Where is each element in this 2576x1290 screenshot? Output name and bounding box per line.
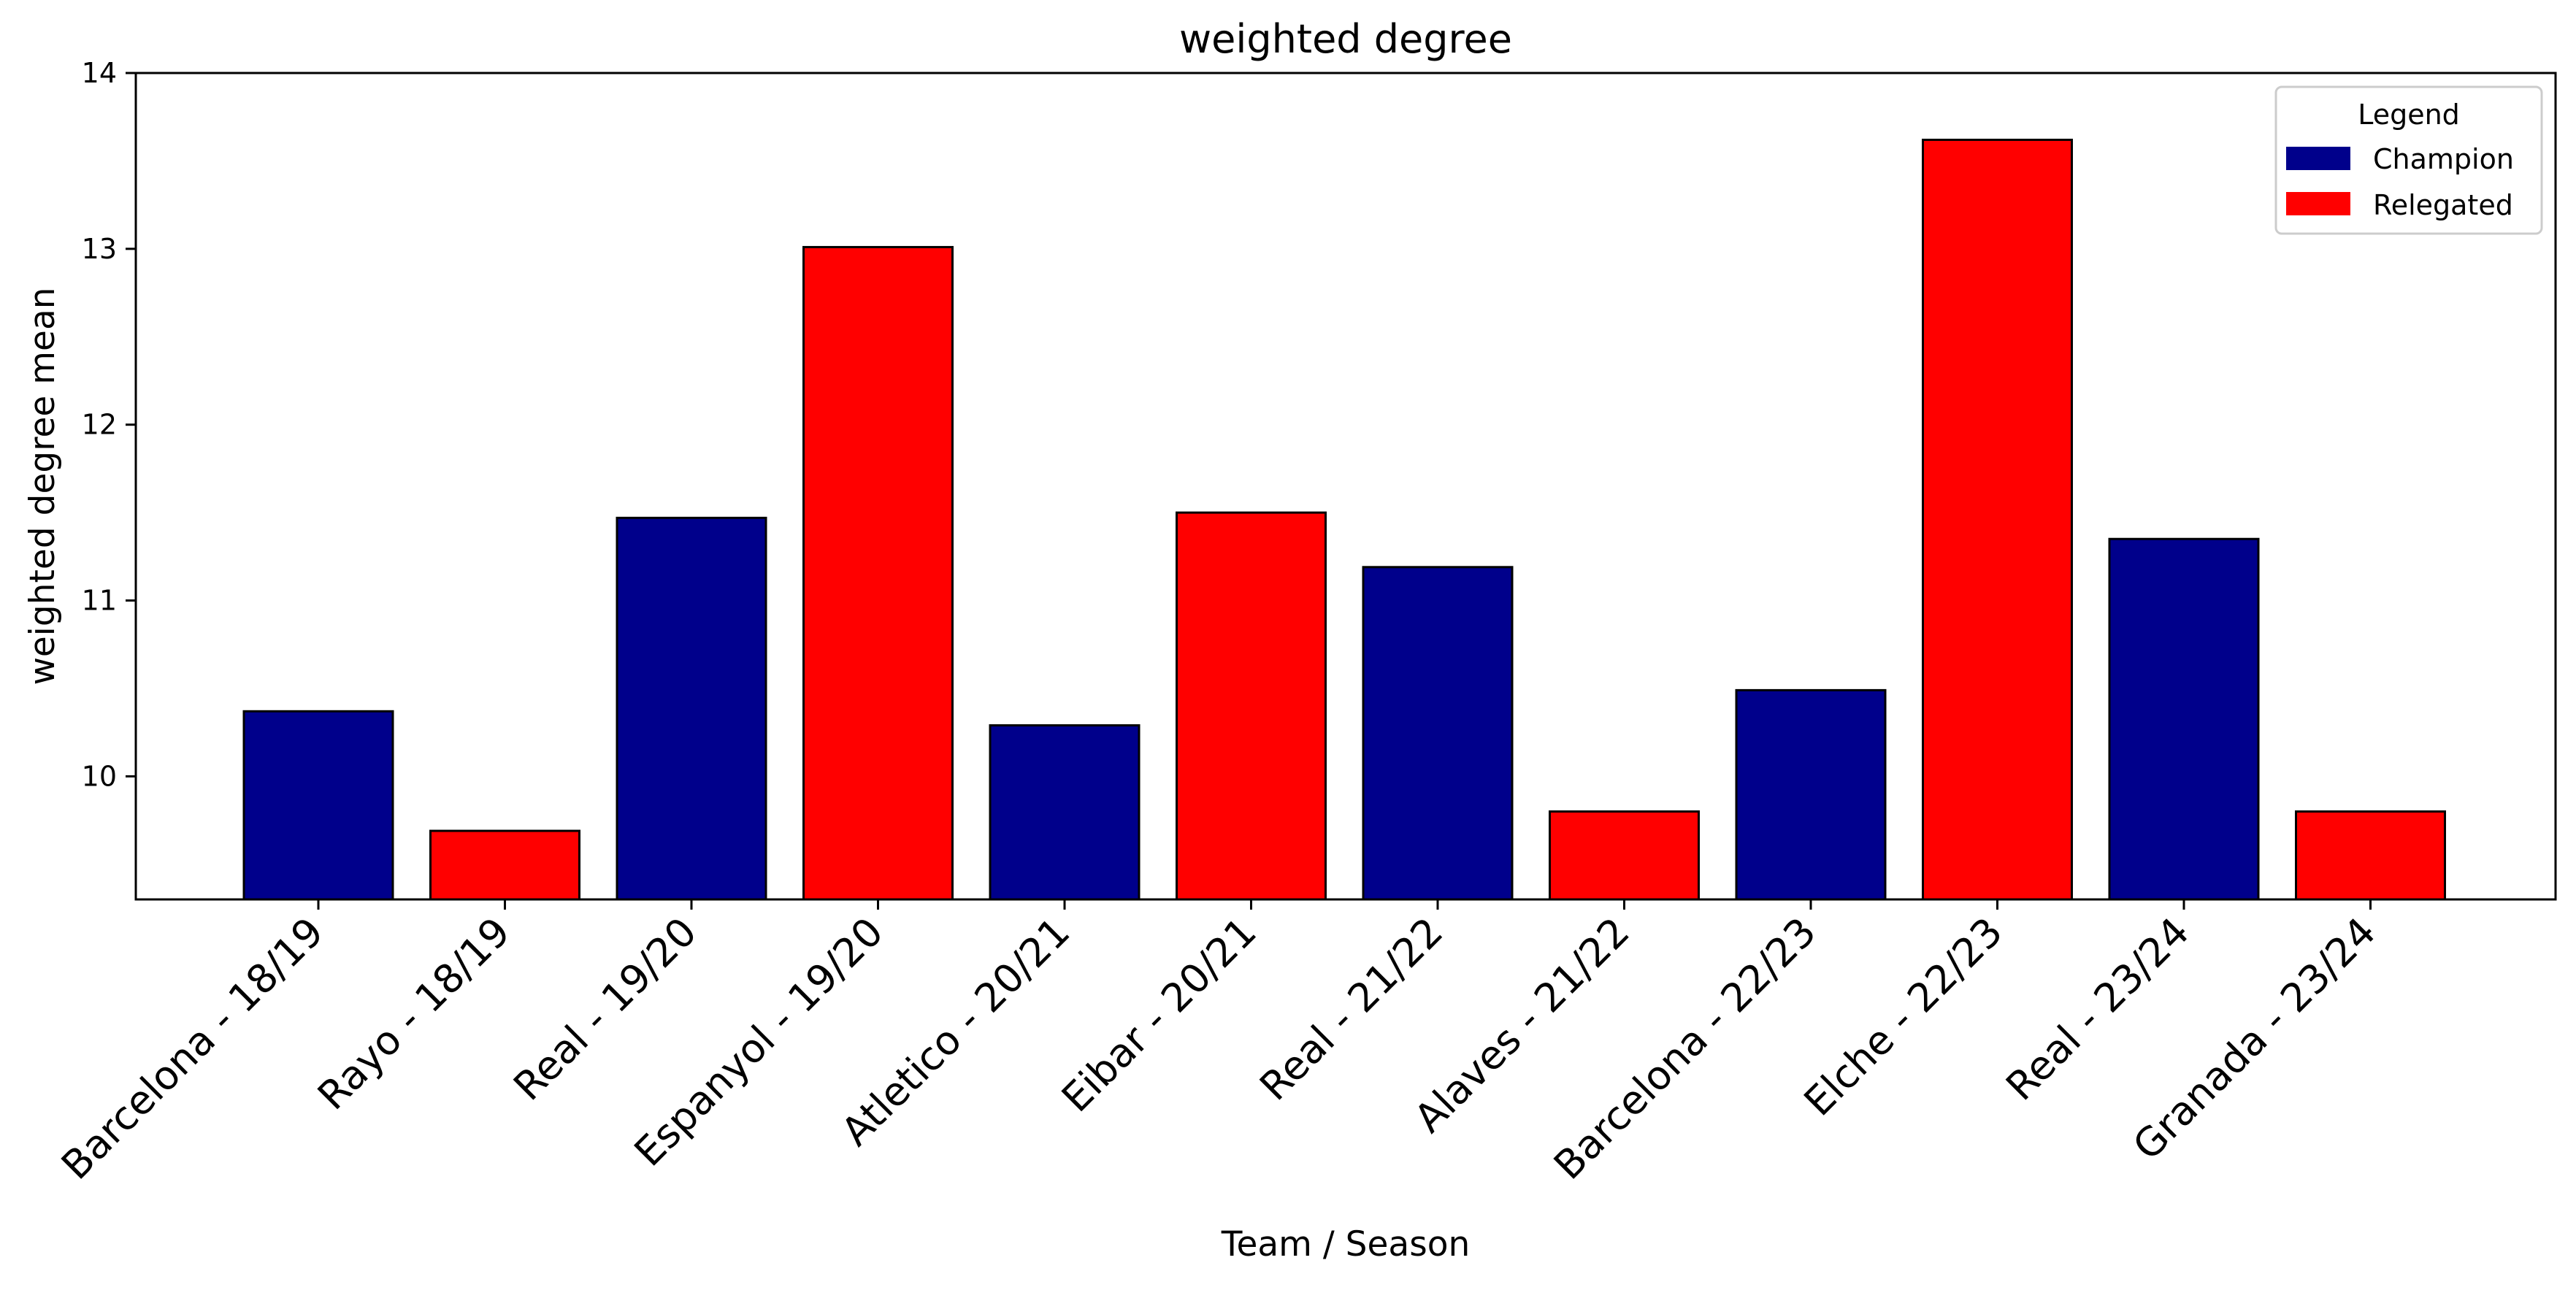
bar-8: [1735, 688, 1887, 901]
bar-4: [989, 724, 1141, 901]
legend: Legend Champion Relegated: [2274, 85, 2543, 235]
y-tick-label-3: 13: [82, 233, 117, 265]
legend-title: Legend: [2358, 99, 2460, 131]
legend-label-relegated: Relegated: [2373, 189, 2513, 221]
bar-10: [2108, 537, 2260, 901]
y-tick-label-0: 10: [82, 760, 117, 792]
bar-1: [429, 829, 580, 901]
legend-label-champion: Champion: [2373, 143, 2514, 175]
x-axis-label: Team / Season: [1221, 1224, 1471, 1264]
legend-swatch-relegated: [2286, 192, 2350, 215]
bar-5: [1176, 511, 1327, 901]
y-axis-label: weighted degree mean: [23, 287, 63, 685]
bar-9: [1922, 139, 2073, 901]
bar-2: [616, 516, 767, 901]
y-tick-label-1: 11: [82, 585, 117, 617]
bar-7: [1549, 810, 1700, 901]
plot-frame: [134, 72, 2557, 901]
bar-0: [242, 710, 394, 901]
bars-layer: [242, 139, 2446, 901]
bar-3: [802, 245, 954, 901]
bar-6: [1362, 566, 1514, 901]
bar-11: [2295, 810, 2446, 901]
chart-title: weighted degree: [1179, 16, 1512, 62]
y-tick-label-4: 14: [82, 57, 117, 89]
y-tick-label-2: 12: [82, 409, 117, 441]
y-axis: 10 11 12 13 14: [82, 57, 136, 792]
legend-swatch-champion: [2286, 147, 2350, 170]
